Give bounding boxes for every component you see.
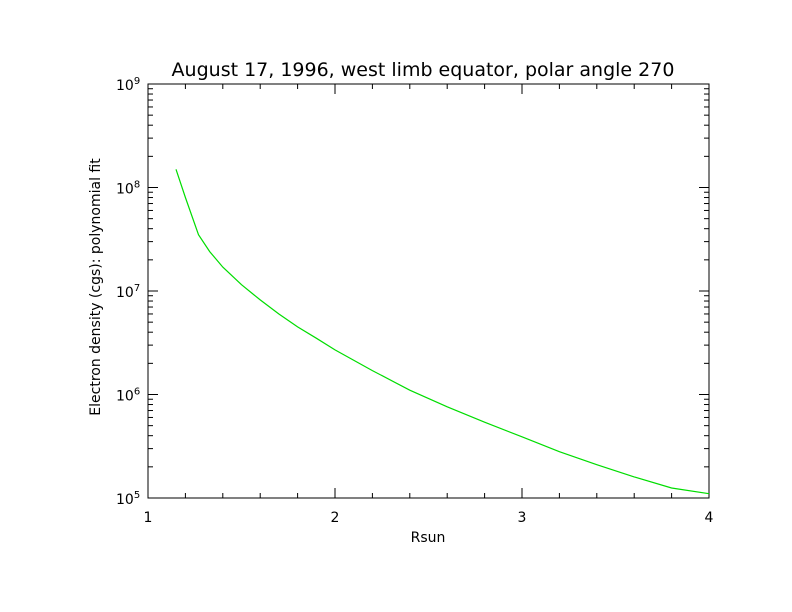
density-series-line <box>175 169 710 495</box>
y-tick-label: 109 <box>116 76 140 94</box>
x-tick-label: 1 <box>144 510 153 526</box>
tick-labels: 1 2 3 4 105 106 107 108 109 <box>116 76 714 526</box>
x-tick-label: 2 <box>331 510 340 526</box>
axis-ticks <box>147 83 710 499</box>
y-tick-label: 108 <box>116 180 140 198</box>
series-lines <box>175 169 710 495</box>
x-tick-label: 4 <box>705 510 714 526</box>
y-tick-label: 107 <box>116 283 140 301</box>
y-tick-label: 105 <box>116 490 140 508</box>
chart-title: August 17, 1996, west limb equator, pola… <box>172 59 675 81</box>
y-axis-label: Electron density (cgs): polynomial fit <box>88 158 104 416</box>
y-tick-label: 106 <box>116 387 140 405</box>
x-axis-label: Rsun <box>411 530 446 546</box>
x-tick-label: 3 <box>518 510 527 526</box>
